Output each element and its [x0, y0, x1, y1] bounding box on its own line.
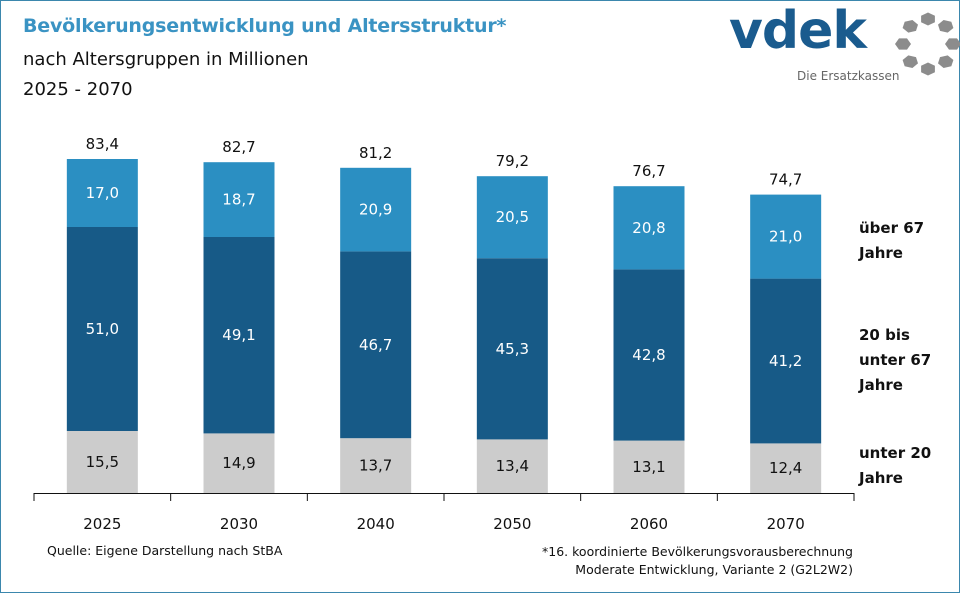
- logo-tagline: Die Ersatzkassen: [797, 69, 900, 83]
- logo-dot: [902, 20, 918, 33]
- chart-subtitle: nach Altersgruppen in Millionen: [23, 49, 309, 70]
- bar-segment-under-20: [203, 433, 275, 493]
- chart-title: Bevölkerungsentwicklung und Altersstrukt…: [23, 15, 507, 37]
- labels-group: 15,5 51,0 17,0 83,4 2025 14,9 49,1 18,7 82,7 2030…: [83, 135, 805, 533]
- bar-segment-over-67: [613, 186, 685, 270]
- segment-value-label: 41,2: [769, 352, 802, 370]
- logo-dot: [938, 20, 954, 33]
- chart-period: 2025 - 2070: [23, 79, 133, 100]
- bar-segment-20-to-67: [66, 227, 138, 431]
- total-value-label: 82,7: [222, 138, 255, 156]
- segment-value-label: 21,0: [769, 228, 802, 246]
- bar-segment-over-67: [476, 176, 548, 259]
- bar-segment-under-20: [613, 440, 685, 493]
- legend-over-67: über 67 Jahre: [859, 219, 925, 262]
- vdek-logo: vdek Die Ersatzkassen: [729, 1, 960, 89]
- segment-value-label: 18,7: [222, 191, 255, 209]
- logo-dot: [921, 62, 935, 76]
- x-tick-label: 2050: [493, 515, 531, 533]
- legend-20-to-67: 20 bis unter 67 Jahre: [859, 326, 932, 394]
- segment-value-label: 17,0: [86, 184, 119, 202]
- total-value-label: 76,7: [632, 162, 665, 180]
- bar-segment-20-to-67: [340, 251, 412, 439]
- legend-under-20: unter 20 Jahre: [859, 444, 932, 487]
- x-tick-label: 2030: [220, 515, 258, 533]
- bars-group: [66, 159, 822, 493]
- x-tick-label: 2025: [83, 515, 121, 533]
- segment-value-label: 13,7: [359, 457, 392, 475]
- logo-dot: [902, 55, 918, 68]
- segment-value-label: 12,4: [769, 459, 802, 477]
- segment-value-label: 20,8: [632, 219, 665, 237]
- bar-segment-20-to-67: [203, 237, 275, 434]
- x-tick-label: 2060: [630, 515, 668, 533]
- total-value-label: 74,7: [769, 171, 802, 189]
- logo-dot: [938, 55, 954, 68]
- bar-segment-under-20: [750, 443, 822, 493]
- bar-segment-over-67: [340, 167, 412, 252]
- footnote: *16. koordinierte Bevölkerungsvorausbere…: [542, 543, 853, 579]
- bar-segment-over-67: [66, 159, 138, 227]
- segment-value-label: 42,8: [632, 346, 665, 364]
- segment-value-label: 20,9: [359, 201, 392, 219]
- segment-value-label: 13,1: [632, 458, 665, 476]
- logo-dot: [895, 38, 911, 50]
- total-value-label: 81,2: [359, 144, 392, 162]
- bar-segment-over-67: [750, 194, 822, 279]
- bar-segment-under-20: [476, 439, 548, 493]
- bar-segment-20-to-67: [750, 278, 822, 444]
- segment-value-label: 51,0: [86, 320, 119, 338]
- bar-segment-20-to-67: [613, 269, 685, 441]
- logo-ring-icon: [895, 12, 960, 76]
- segment-value-label: 46,7: [359, 336, 392, 354]
- bar-segment-over-67: [203, 162, 275, 237]
- segment-value-label: 49,1: [222, 326, 255, 344]
- total-value-label: 83,4: [86, 135, 119, 153]
- bar-segment-under-20: [66, 431, 138, 493]
- source-note: Quelle: Eigene Darstellung nach StBA: [47, 543, 283, 558]
- bar-segment-under-20: [340, 438, 412, 493]
- x-tick-label: 2070: [767, 515, 805, 533]
- segment-value-label: 15,5: [86, 453, 119, 471]
- x-axis: [33, 493, 855, 501]
- segment-value-label: 14,9: [222, 454, 255, 472]
- x-tick-label: 2040: [357, 515, 395, 533]
- total-value-label: 79,2: [496, 152, 529, 170]
- segment-value-label: 13,4: [496, 457, 529, 475]
- logo-wordmark: vdek: [729, 1, 867, 61]
- logo-dot: [945, 38, 960, 50]
- logo-dot: [921, 12, 935, 26]
- segment-value-label: 20,5: [496, 208, 529, 226]
- bar-segment-20-to-67: [476, 258, 548, 440]
- footnote-line-2: Moderate Entwicklung, Variante 2 (G2L2W2…: [575, 562, 853, 577]
- footnote-line-1: *16. koordinierte Bevölkerungsvorausbere…: [542, 544, 853, 559]
- segment-value-label: 45,3: [496, 340, 529, 358]
